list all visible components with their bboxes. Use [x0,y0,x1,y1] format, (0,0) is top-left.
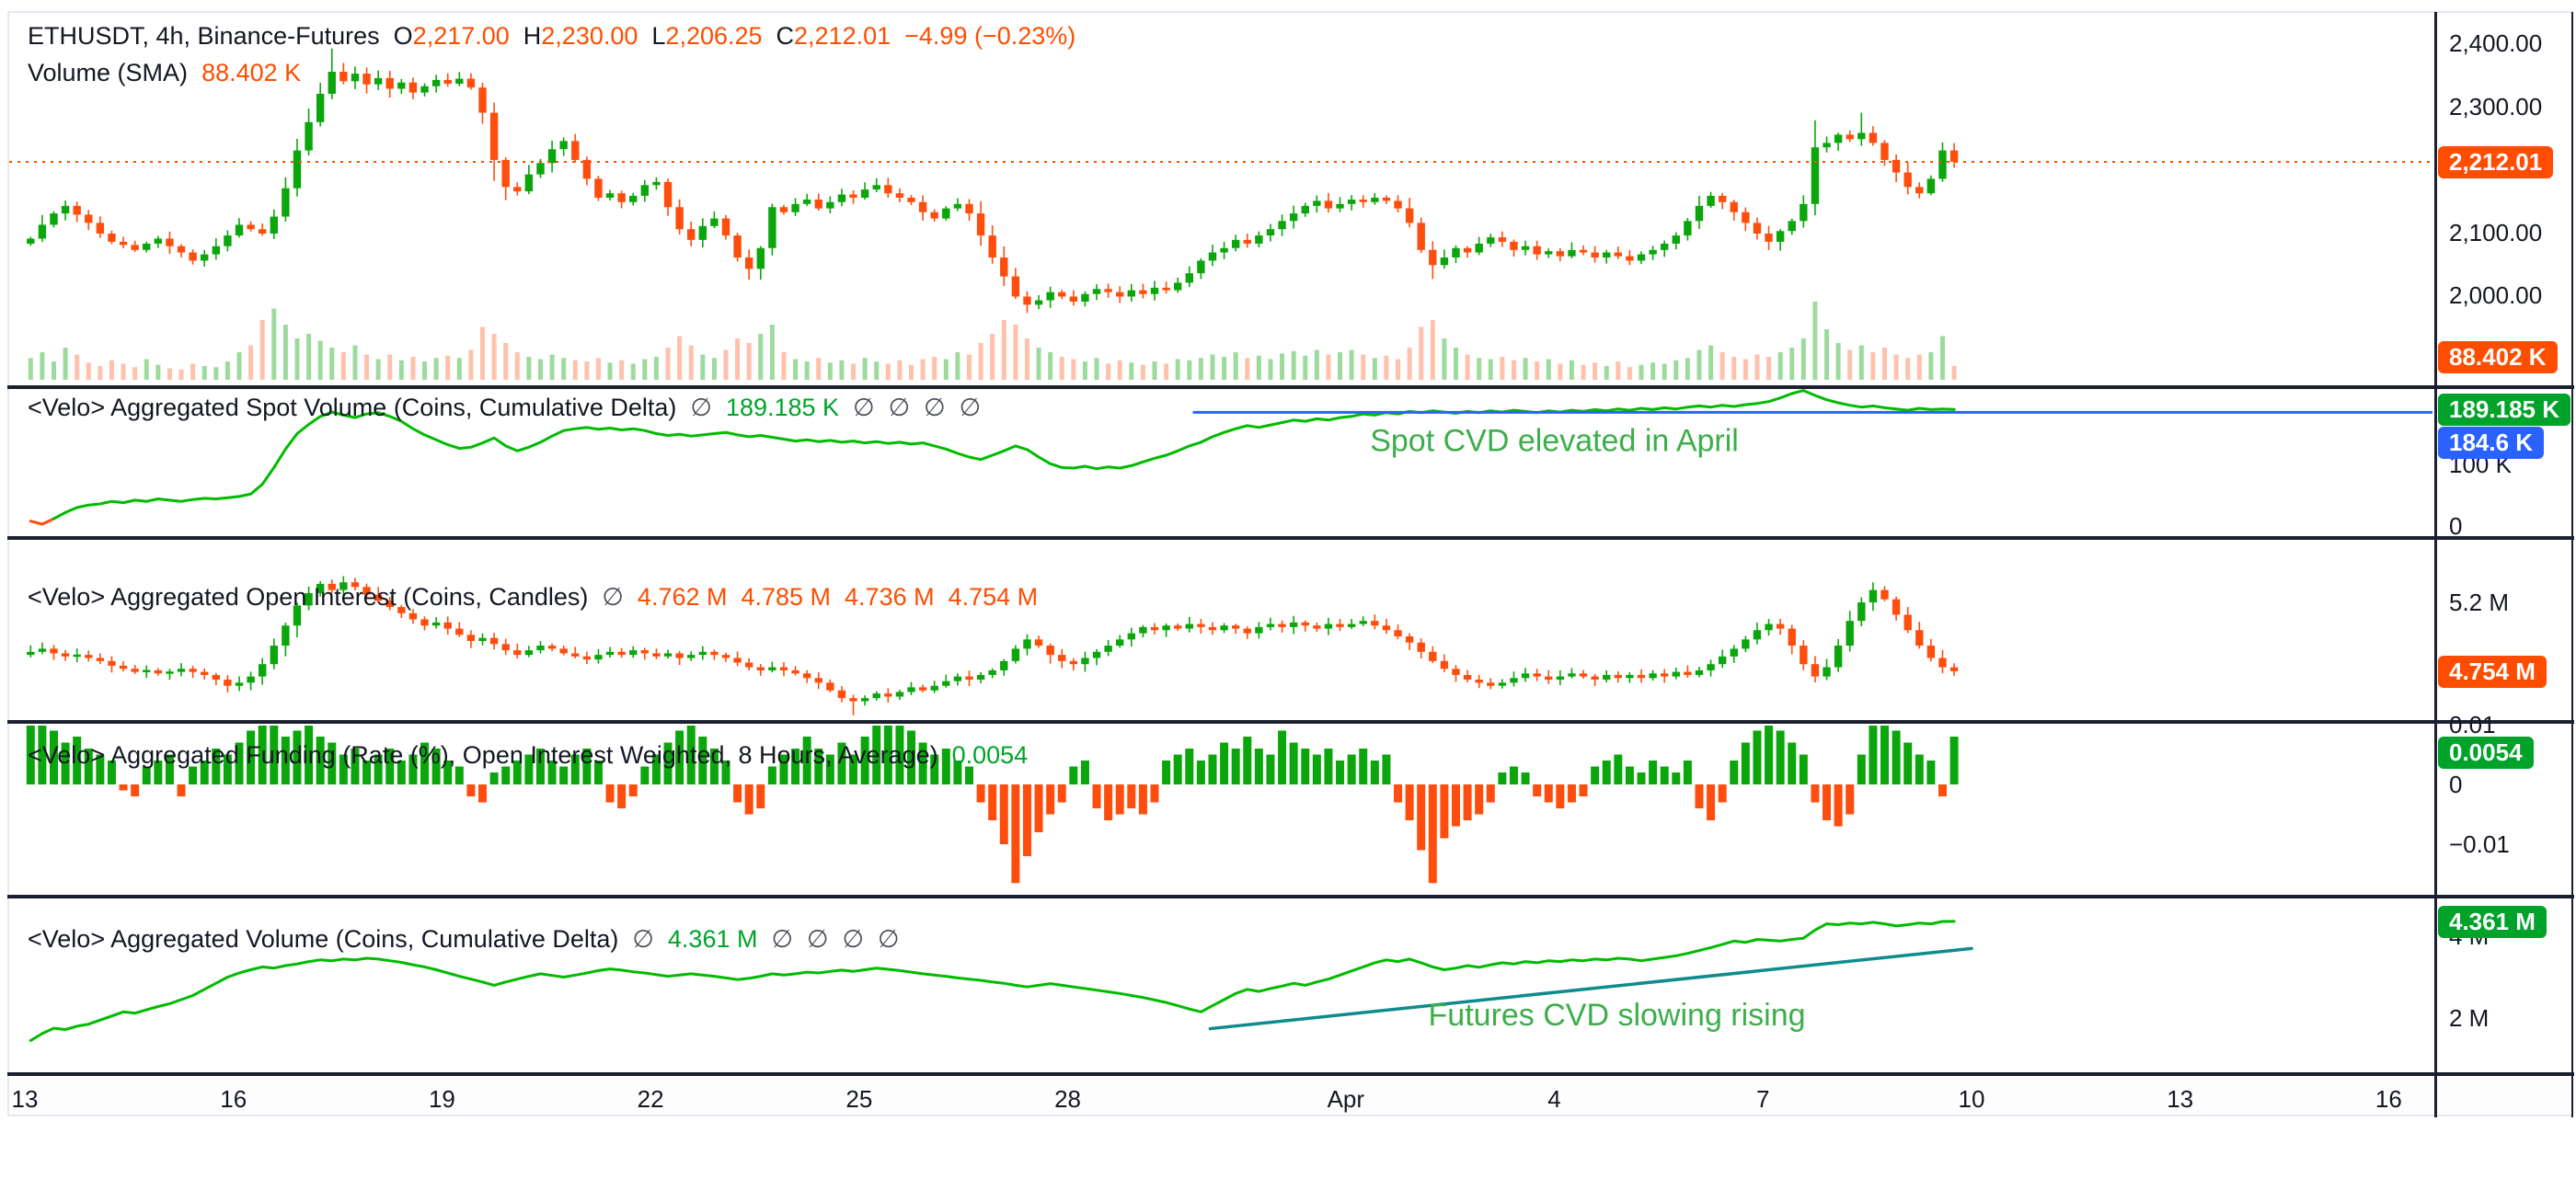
time-label-Apr: Apr [1327,1085,1365,1113]
axis-tick-price: 2,100.00 [2449,218,2543,246]
legend-part: <Velo> Aggregated Funding (Rate (%), Ope… [28,741,952,769]
legend-part: 2,217.00 [412,22,523,50]
legend-part: ETHUSDT, 4h, Binance-Futures [28,22,394,50]
chart-left-border [7,11,9,1116]
legend-part: −4.99 (−0.23%) [904,22,1076,50]
legend-part: 2,206.25 [665,22,776,50]
chart-right-border [2571,12,2573,1117]
pane-separator-4[interactable] [7,895,2574,898]
legend-spot-cvd-line1[interactable]: <Velo> Aggregated Spot Volume (Coins, Cu… [28,394,981,422]
time-label-10: 10 [1958,1085,1985,1113]
chart-top-border [7,11,2573,13]
legend-part: ∅ ∅ ∅ ∅ [853,394,982,421]
axis-tick-open-interest: 5.2 M [2449,589,2510,617]
pane-separator-3[interactable] [7,720,2574,724]
time-label-7: 7 [1756,1085,1770,1113]
axis-badge-futures-cvd: 4.361 M [2438,905,2547,938]
time-label-28: 28 [1054,1085,1082,1113]
legend-part: <Velo> Aggregated Volume (Coins, Cumulat… [28,925,633,953]
legend-price-line1[interactable]: ETHUSDT, 4h, Binance-Futures O2,217.00 H… [28,22,1075,51]
legend-part: <Velo> Aggregated Open Interest (Coins, … [28,583,603,611]
legend-funding-line1[interactable]: <Velo> Aggregated Funding (Rate (%), Ope… [28,741,1028,770]
legend-part: L [651,22,666,50]
axis-tick-funding: 0.01 [2449,710,2496,738]
pane-separator-1[interactable] [7,385,2574,389]
axis-badge-price: 88.402 K [2438,341,2558,373]
chart-bottom-border [7,1115,2573,1116]
time-axis[interactable] [0,1076,2576,1116]
axis-tick-price: 2,300.00 [2449,92,2543,120]
time-label-16: 16 [2375,1085,2402,1113]
legend-part: C [776,22,795,50]
legend-part: <Velo> Aggregated Spot Volume (Coins, Cu… [28,394,691,421]
footer: TradingView velo [0,1117,2576,1190]
legend-open-interest-line1[interactable]: <Velo> Aggregated Open Interest (Coins, … [28,583,1038,612]
axis-tick-futures-cvd: 2 M [2449,1003,2490,1032]
time-label-13: 13 [2167,1085,2194,1113]
annotation-note[interactable]: Spot CVD elevated in April [1370,423,1739,458]
axis-tick-price: 2,400.00 [2449,29,2543,58]
time-axis-separator [7,1072,2574,1076]
legend-part: 189.185 K [725,394,854,421]
axis-badge-spot-cvd: 189.185 K [2438,394,2570,427]
time-label-13: 13 [11,1085,39,1113]
time-label-22: 22 [637,1085,664,1113]
axis-tick-price: 2,000.00 [2449,281,2543,310]
legend-part: 4.361 M [667,925,772,953]
legend-part: ∅ ∅ ∅ ∅ [771,925,900,953]
time-label-4: 4 [1547,1085,1561,1113]
legend-part: 4.762 M 4.785 M 4.736 M 4.754 M [637,583,1039,611]
axis-badge-spot-cvd: 184.6 K [2438,427,2545,460]
axis-tick-funding: 0 [2449,770,2463,798]
axis-tick-funding: −0.01 [2449,830,2510,858]
time-label-25: 25 [845,1085,873,1113]
legend-part: H [523,22,542,50]
legend-futures-cvd-line1[interactable]: <Velo> Aggregated Volume (Coins, Cumulat… [28,925,900,954]
legend-part: 88.402 K [201,59,302,86]
legend-part: 2,212.01 [794,22,905,50]
legend-part: O [393,22,413,50]
axis-badge-funding: 0.0054 [2438,736,2534,769]
time-label-19: 19 [428,1085,455,1113]
legend-part: Volume (SMA) [28,59,202,86]
axis-badge-open-interest: 4.754 M [2438,655,2547,688]
legend-part: ∅ [690,394,726,421]
legend-part: ∅ [632,925,668,953]
time-label-16: 16 [220,1085,247,1113]
legend-part: ∅ [602,583,638,611]
price-axis-separator [2434,12,2437,1117]
axis-tick-spot-cvd: 0 [2449,512,2463,540]
axis-badge-price: 2,212.01 [2438,145,2554,178]
pane-separator-2[interactable] [7,536,2574,540]
annotation-note[interactable]: Futures CVD slowing rising [1429,998,1806,1033]
legend-part: 2,230.00 [541,22,652,50]
legend-part: 0.0054 [951,741,1029,769]
legend-price-line2[interactable]: Volume (SMA) 88.402 K [28,59,301,87]
